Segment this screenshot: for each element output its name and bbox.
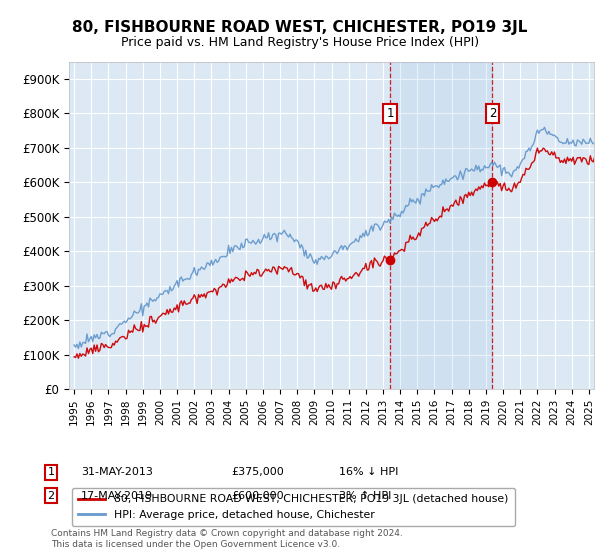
- Text: £600,000: £600,000: [231, 491, 284, 501]
- Text: 16% ↓ HPI: 16% ↓ HPI: [339, 467, 398, 477]
- Legend: 80, FISHBOURNE ROAD WEST, CHICHESTER, PO19 3JL (detached house), HPI: Average pr: 80, FISHBOURNE ROAD WEST, CHICHESTER, PO…: [72, 488, 515, 526]
- Text: £375,000: £375,000: [231, 467, 284, 477]
- Text: 1: 1: [386, 107, 394, 120]
- Text: 80, FISHBOURNE ROAD WEST, CHICHESTER, PO19 3JL: 80, FISHBOURNE ROAD WEST, CHICHESTER, PO…: [73, 20, 527, 35]
- Bar: [390, 62, 493, 389]
- Text: 17-MAY-2019: 17-MAY-2019: [81, 491, 153, 501]
- Text: 31-MAY-2013: 31-MAY-2013: [81, 467, 153, 477]
- Text: 2: 2: [47, 491, 55, 501]
- Text: 1: 1: [47, 467, 55, 477]
- Text: 2: 2: [488, 107, 496, 120]
- Text: Contains HM Land Registry data © Crown copyright and database right 2024.
This d: Contains HM Land Registry data © Crown c…: [51, 529, 403, 549]
- Text: Price paid vs. HM Land Registry's House Price Index (HPI): Price paid vs. HM Land Registry's House …: [121, 36, 479, 49]
- Text: 3% ↑ HPI: 3% ↑ HPI: [339, 491, 391, 501]
